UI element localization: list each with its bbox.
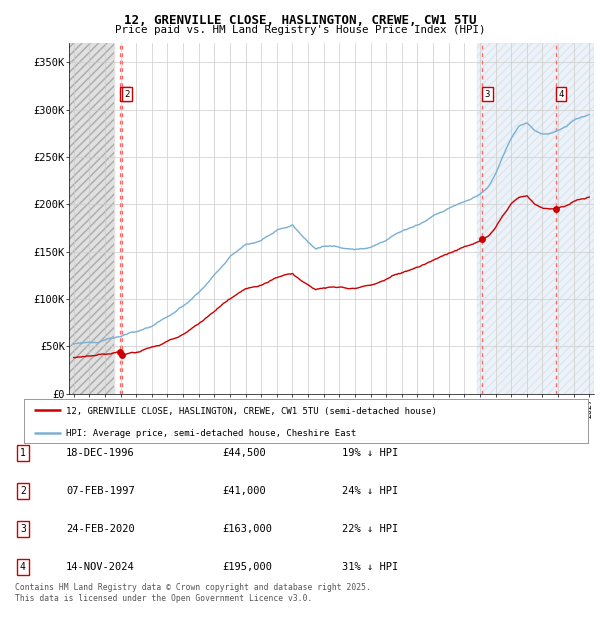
Text: 4: 4 — [559, 90, 564, 99]
Text: 14-NOV-2024: 14-NOV-2024 — [66, 562, 135, 572]
Bar — [477, 43, 594, 394]
Text: 3: 3 — [485, 90, 490, 99]
Text: 4: 4 — [20, 562, 26, 572]
Text: 24-FEB-2020: 24-FEB-2020 — [66, 524, 135, 534]
Bar — [477, 43, 594, 394]
Text: 31% ↓ HPI: 31% ↓ HPI — [342, 562, 398, 572]
Text: 19% ↓ HPI: 19% ↓ HPI — [342, 448, 398, 458]
Bar — [69, 43, 115, 394]
Text: 3: 3 — [20, 524, 26, 534]
Text: 22% ↓ HPI: 22% ↓ HPI — [342, 524, 398, 534]
Text: 24% ↓ HPI: 24% ↓ HPI — [342, 486, 398, 496]
Text: 12, GRENVILLE CLOSE, HASLINGTON, CREWE, CW1 5TU (semi-detached house): 12, GRENVILLE CLOSE, HASLINGTON, CREWE, … — [66, 407, 437, 415]
Text: Price paid vs. HM Land Registry's House Price Index (HPI): Price paid vs. HM Land Registry's House … — [115, 25, 485, 35]
Text: £163,000: £163,000 — [222, 524, 272, 534]
Text: HPI: Average price, semi-detached house, Cheshire East: HPI: Average price, semi-detached house,… — [66, 429, 356, 438]
Text: Contains HM Land Registry data © Crown copyright and database right 2025.: Contains HM Land Registry data © Crown c… — [15, 583, 371, 592]
Text: 2: 2 — [20, 486, 26, 496]
Bar — [69, 43, 115, 394]
Text: £44,500: £44,500 — [222, 448, 266, 458]
Text: This data is licensed under the Open Government Licence v3.0.: This data is licensed under the Open Gov… — [15, 595, 313, 603]
Text: £195,000: £195,000 — [222, 562, 272, 572]
Text: 1: 1 — [122, 90, 128, 99]
Text: £41,000: £41,000 — [222, 486, 266, 496]
Text: 07-FEB-1997: 07-FEB-1997 — [66, 486, 135, 496]
Text: 18-DEC-1996: 18-DEC-1996 — [66, 448, 135, 458]
Text: 1: 1 — [20, 448, 26, 458]
Text: 2: 2 — [124, 90, 130, 99]
Text: 12, GRENVILLE CLOSE, HASLINGTON, CREWE, CW1 5TU: 12, GRENVILLE CLOSE, HASLINGTON, CREWE, … — [124, 14, 476, 27]
